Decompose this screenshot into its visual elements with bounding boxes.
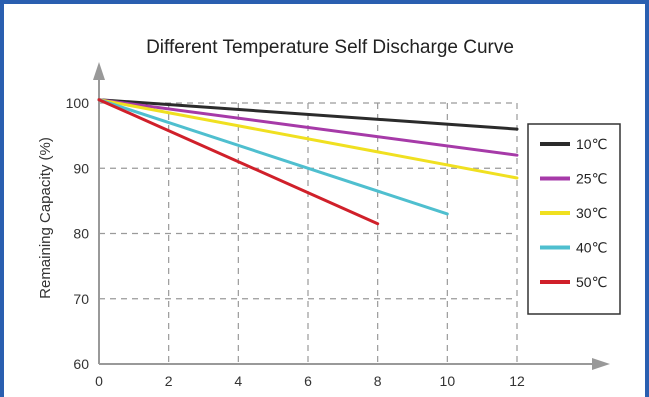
legend-label-0: 10℃ <box>576 136 607 152</box>
legend-label-2: 30℃ <box>576 205 607 221</box>
frame-border-right <box>645 0 649 397</box>
series-line-3 <box>97 98 449 216</box>
frame-border-top <box>0 0 649 4</box>
legend-label-3: 40℃ <box>576 240 607 256</box>
x-tick-label-0: 0 <box>95 373 103 389</box>
y-tick-label-70: 70 <box>73 291 89 307</box>
axes <box>93 62 610 370</box>
chart-title: Different Temperature Self Discharge Cur… <box>146 37 514 58</box>
y-tick-label-100: 100 <box>66 95 90 111</box>
x-tick-label-8: 8 <box>374 373 382 389</box>
x-tick-label-4: 4 <box>234 373 242 389</box>
x-tick-label-6: 6 <box>304 373 312 389</box>
y-tick-label-80: 80 <box>73 226 89 242</box>
tick-labels: 0 2 4 6 8 10 12 60 70 80 90 100 <box>66 95 525 389</box>
legend-label-4: 50℃ <box>576 274 607 290</box>
grid <box>99 102 518 364</box>
series-line-0 <box>97 98 519 131</box>
y-axis-label: Remaining Capacity (%) <box>37 137 54 299</box>
series-lines <box>97 98 519 226</box>
series-line-2 <box>97 98 519 180</box>
y-tick-label-90: 90 <box>73 160 89 176</box>
series-line-4 <box>97 98 380 226</box>
legend-label-1: 25℃ <box>576 171 607 187</box>
x-axis-arrow <box>592 358 610 370</box>
legend: 10℃ 25℃ 30℃ 40℃ 50℃ <box>527 123 621 315</box>
frame-border-left <box>0 0 4 397</box>
x-tick-label-2: 2 <box>165 373 173 389</box>
y-tick-label-60: 60 <box>73 356 89 372</box>
x-tick-label-10: 10 <box>440 373 456 389</box>
x-tick-label-12: 12 <box>509 373 525 389</box>
series-line-1 <box>97 98 519 157</box>
y-axis-arrow <box>93 62 105 80</box>
